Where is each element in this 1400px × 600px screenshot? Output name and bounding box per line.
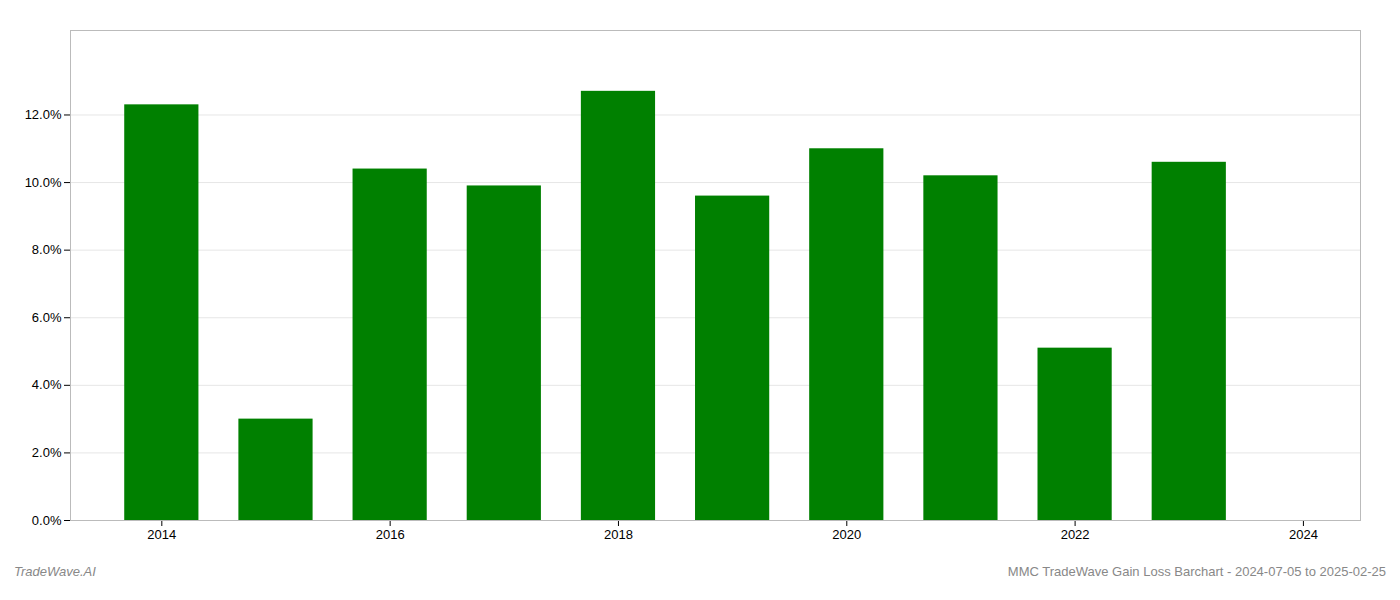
svg-text:10.0%: 10.0% [25, 175, 62, 190]
svg-text:6.0%: 6.0% [32, 310, 62, 325]
svg-text:2024: 2024 [1289, 527, 1318, 542]
svg-text:2014: 2014 [147, 527, 176, 542]
svg-text:2016: 2016 [376, 527, 405, 542]
html-text:MMC TradeWave Gain Loss Barcha: MMC TradeWave Gain Loss Barchart - 2024-… [1007, 564, 1386, 579]
html-text:TradeWave.AI: TradeWave.AI [14, 564, 96, 579]
svg-text:12.0%: 12.0% [25, 107, 62, 122]
svg-text:2018: 2018 [604, 527, 633, 542]
svg-text:4.0%: 4.0% [32, 377, 62, 392]
svg-text:8.0%: 8.0% [32, 242, 62, 257]
svg-text:2020: 2020 [832, 527, 861, 542]
svg-text:0.0%: 0.0% [32, 513, 62, 528]
svg-text:2.0%: 2.0% [32, 445, 62, 460]
svg-text:2022: 2022 [1061, 527, 1090, 542]
